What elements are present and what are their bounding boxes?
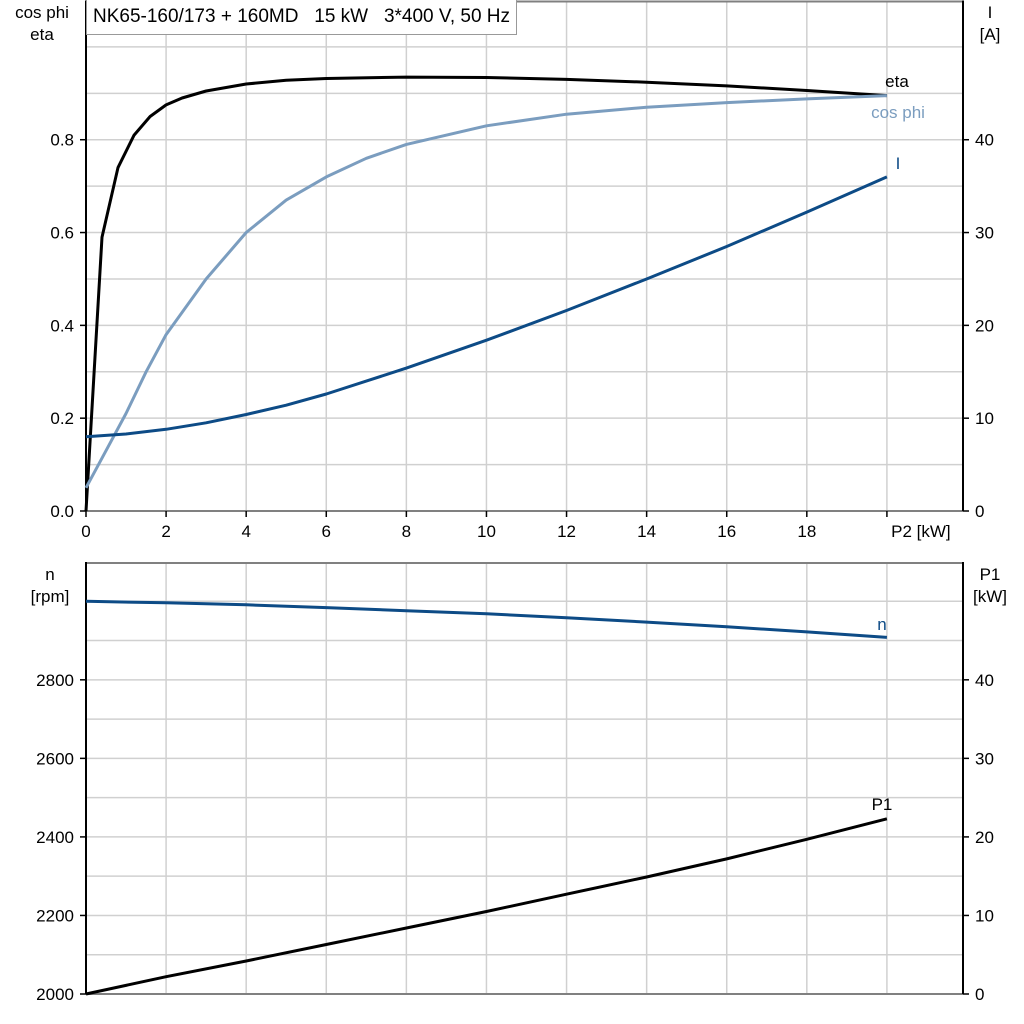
y-tick-label-left: 0.8 <box>50 131 74 150</box>
y-tick-label-left: 2400 <box>36 828 74 847</box>
x-tick-label: 2 <box>161 522 170 541</box>
x-tick-label: 6 <box>322 522 331 541</box>
y-axis-label-right: P1 <box>980 565 1001 584</box>
y-tick-label-left: 2000 <box>36 985 74 1004</box>
series-line-n <box>85 599 888 639</box>
series-line-cos-phi <box>84 94 887 489</box>
x-tick-label: 18 <box>797 522 816 541</box>
y-tick-label-left: 0.2 <box>50 409 74 428</box>
series-label-i: I <box>896 154 901 173</box>
series-line-i <box>85 175 888 439</box>
y-axis-label-right: I <box>988 3 993 22</box>
series-line-eta <box>84 75 887 512</box>
series-label-cos-phi: cos phi <box>871 103 925 122</box>
x-tick-label: 0 <box>81 522 90 541</box>
y-tick-label-right: 10 <box>975 409 994 428</box>
y-tick-label-left: 2800 <box>36 671 74 690</box>
y-tick-label-left: 0.4 <box>50 316 74 335</box>
x-tick-label: 16 <box>717 522 736 541</box>
y-tick-label-left: 2600 <box>36 749 74 768</box>
y-tick-label-left: 0.0 <box>50 502 74 521</box>
y-tick-label-right: 20 <box>975 316 994 335</box>
y-tick-label-left: 2200 <box>36 906 74 925</box>
y-axis-label-left: n <box>45 565 54 584</box>
x-tick-label: 4 <box>241 522 250 541</box>
y-tick-label-right: 30 <box>975 749 994 768</box>
y-tick-label-right: 30 <box>975 224 994 243</box>
y-axis-label-left: [rpm] <box>31 587 70 606</box>
plot-panel-1 <box>80 0 969 517</box>
y-tick-label-right: 0 <box>975 985 984 1004</box>
y-tick-label-left: 0.6 <box>50 224 74 243</box>
y-tick-label-right: 10 <box>975 906 994 925</box>
y-tick-label-right: 40 <box>975 671 994 690</box>
plot-panel-2 <box>80 562 969 996</box>
x-tick-label: 8 <box>402 522 411 541</box>
x-tick-label: 12 <box>557 522 576 541</box>
y-axis-label-right: [kW] <box>973 587 1007 606</box>
y-axis-label-left: cos phi <box>15 3 69 22</box>
series-line-p1 <box>85 817 888 996</box>
y-tick-label-right: 0 <box>975 502 984 521</box>
series-label-p1: P1 <box>872 795 893 814</box>
y-tick-label-right: 20 <box>975 828 994 847</box>
y-axis-label-right: [A] <box>980 25 1001 44</box>
x-tick-label: 14 <box>637 522 656 541</box>
y-tick-label-right: 40 <box>975 131 994 150</box>
series-label-n: n <box>877 615 886 634</box>
y-axis-label-left: eta <box>30 25 54 44</box>
x-axis-label: P2 [kW] <box>891 522 951 541</box>
series-label-eta: eta <box>885 72 909 91</box>
x-tick-label: 10 <box>477 522 496 541</box>
chart-title: NK65-160/173 + 160MD 15 kW 3*400 V, 50 H… <box>86 0 518 35</box>
